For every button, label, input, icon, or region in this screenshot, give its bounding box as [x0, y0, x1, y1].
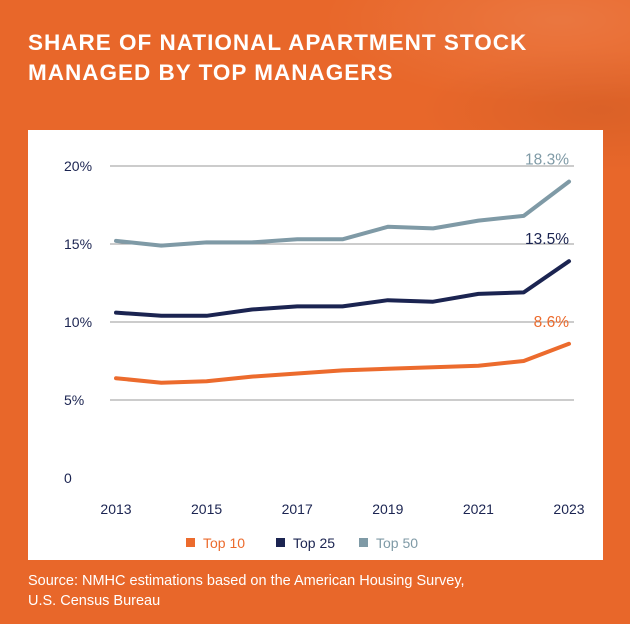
source-note: Source: NMHC estimations based on the Am…: [28, 571, 465, 611]
x-tick-label: 2013: [100, 501, 131, 517]
source-line-2: U.S. Census Bureau: [28, 593, 161, 609]
chart-title-line-1: SHARE OF NATIONAL APARTMENT STOCK: [28, 30, 528, 55]
x-tick-label: 2023: [553, 501, 584, 517]
x-tick-label: 2021: [463, 501, 494, 517]
y-tick-label: 15%: [64, 236, 92, 252]
y-axis-tick-labels: 0 5% 10% 15% 20%: [64, 158, 92, 486]
legend: Top 10 Top 25 Top 50: [186, 535, 418, 551]
chart-panel: 0 5% 10% 15% 20% 2013 2015 2017 2019 2021 2023 8.…: [28, 130, 603, 560]
legend-label-top50: Top 50: [376, 535, 418, 551]
y-tick-label: 0: [64, 470, 72, 486]
series-lines: [114, 179, 571, 385]
y-tick-label: 5%: [64, 392, 84, 408]
legend-swatch-top25: [276, 538, 285, 547]
y-tick-label: 20%: [64, 158, 92, 174]
end-label-top25: 13.5%: [525, 231, 569, 248]
x-tick-label: 2017: [282, 501, 313, 517]
series-line-top10: [114, 341, 571, 385]
x-tick-label: 2015: [191, 501, 222, 517]
chart-title: SHARE OF NATIONAL APARTMENT STOCK MANAGE…: [28, 28, 527, 88]
chart-title-line-2: MANAGED BY TOP MANAGERS: [28, 60, 394, 85]
legend-swatch-top50: [359, 538, 368, 547]
end-label-top10: 8.6%: [534, 314, 570, 331]
source-line-1: Source: NMHC estimations based on the Am…: [28, 573, 465, 589]
y-tick-label: 10%: [64, 314, 92, 330]
legend-label-top25: Top 25: [293, 535, 335, 551]
legend-label-top10: Top 10: [203, 535, 245, 551]
series-line-top25: [114, 259, 571, 318]
end-label-top50: 18.3%: [525, 152, 569, 169]
series-line-top50: [114, 179, 571, 248]
legend-swatch-top10: [186, 538, 195, 547]
line-chart: 0 5% 10% 15% 20% 2013 2015 2017 2019 2021 2023 8.…: [64, 152, 585, 551]
x-axis-tick-labels: 2013 2015 2017 2019 2021 2023: [100, 501, 584, 517]
series-end-labels: 8.6% 13.5% 18.3%: [525, 152, 569, 331]
x-tick-label: 2019: [372, 501, 403, 517]
